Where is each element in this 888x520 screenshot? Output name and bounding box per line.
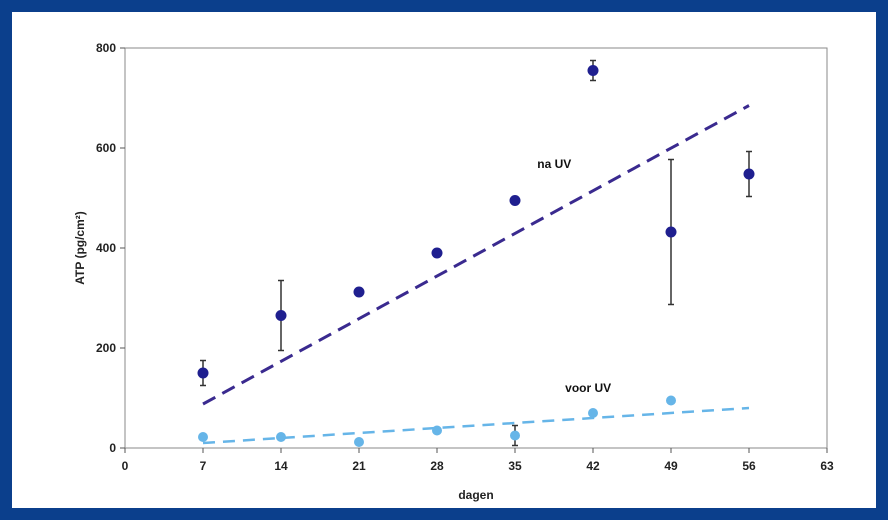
data-point-voor-uv <box>432 425 442 436</box>
data-point-voor-uv <box>588 408 598 418</box>
series-label: na UV <box>537 157 571 171</box>
trendline-voor-uv <box>202 406 750 445</box>
x-tick-label: 42 <box>586 459 600 473</box>
data-point-voor-uv <box>666 395 676 406</box>
x-tick-label: 63 <box>820 459 834 473</box>
y-tick-label: 0 <box>109 441 116 455</box>
series-label: voor UV <box>565 381 611 395</box>
data-point-na-uv <box>665 226 677 238</box>
data-point-voor-uv <box>510 430 520 441</box>
x-tick-label: 28 <box>430 459 444 473</box>
data-point-na-uv <box>743 168 755 180</box>
y-tick-label: 800 <box>96 41 116 55</box>
trendline-na-uv <box>202 104 750 406</box>
data-point-na-uv <box>197 367 209 379</box>
data-point-na-uv <box>587 65 599 76</box>
data-point-na-uv <box>509 195 521 206</box>
data-point-voor-uv <box>198 432 208 442</box>
x-tick-label: 35 <box>508 459 522 473</box>
x-tick-label: 14 <box>274 459 288 473</box>
data-point-voor-uv <box>276 432 286 442</box>
x-tick-label: 0 <box>122 459 129 473</box>
y-axis-label: ATP (pg/cm²) <box>73 211 87 285</box>
data-point-na-uv <box>431 247 443 259</box>
data-point-na-uv <box>275 310 287 321</box>
y-tick-label: 600 <box>96 141 116 155</box>
x-tick-label: 21 <box>352 459 366 473</box>
x-tick-label: 56 <box>742 459 756 473</box>
data-point-voor-uv <box>354 437 364 447</box>
y-tick-label: 200 <box>96 341 116 355</box>
y-tick-label: 400 <box>96 241 116 255</box>
x-axis-label: dagen <box>458 488 493 502</box>
data-point-na-uv <box>353 286 365 298</box>
x-tick-label: 7 <box>200 459 207 473</box>
x-tick-label: 49 <box>664 459 678 473</box>
